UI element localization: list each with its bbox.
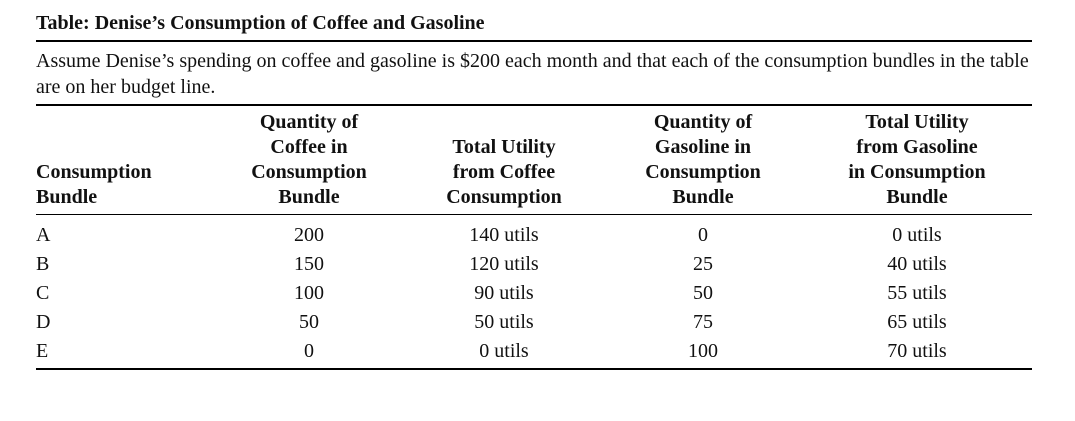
document: Table: Denise’s Consumption of Coffee an… (36, 10, 1032, 370)
table-title: Table: Denise’s Consumption of Coffee an… (36, 10, 1032, 42)
cell-gasoline-utility: 40 utils (887, 253, 947, 275)
cell-gasoline-quantity: 0 (698, 224, 708, 246)
header-gasoline-utility: Total Utility from Gasoline in Consumpti… (802, 106, 1032, 215)
header-coffee-quantity: Quantity of Coffee in Consumption Bundle (214, 106, 404, 215)
cell-coffee-quantity: 200 (294, 224, 324, 246)
cell-gasoline-utility: 0 utils (892, 224, 942, 246)
cell-coffee-quantity: 50 (299, 311, 319, 333)
header-coffee-utility: Total Utility from Coffee Consumption (404, 106, 604, 215)
cell-coffee-quantity: 150 (294, 253, 324, 275)
cell-coffee-utility: 140 utils (469, 224, 539, 246)
cell-gasoline-quantity: 100 (604, 337, 802, 370)
cell-coffee-utility: 90 utils (474, 282, 534, 304)
cell-bundle: B (36, 253, 50, 275)
cell-coffee-utility: 50 utils (474, 311, 534, 333)
cell-gasoline-quantity: 25 (693, 253, 713, 275)
table-row: A 200 140 utils 0 0 utils (36, 215, 1032, 251)
consumption-table: Consumption Bundle Quantity of Coffee in… (36, 106, 1032, 370)
cell-bundle: D (36, 311, 51, 333)
cell-gasoline-quantity: 75 (693, 311, 713, 333)
header-gasoline-quantity: Quantity of Gasoline in Consumption Bund… (604, 106, 802, 215)
table-row: C 100 90 utils 50 55 utils (36, 279, 1032, 308)
cell-gasoline-utility: 65 utils (887, 311, 947, 333)
cell-bundle: E (36, 337, 214, 370)
table-row: B 150 120 utils 25 40 utils (36, 250, 1032, 279)
cell-bundle: A (36, 224, 51, 246)
cell-coffee-quantity: 100 (294, 282, 324, 304)
header-row: Consumption Bundle Quantity of Coffee in… (36, 106, 1032, 215)
cell-coffee-quantity: 0 (214, 337, 404, 370)
cell-bundle: C (36, 282, 50, 304)
table-note: Assume Denise’s spending on coffee and g… (36, 48, 1032, 106)
cell-gasoline-utility: 70 utils (802, 337, 1032, 370)
cell-coffee-utility: 0 utils (404, 337, 604, 370)
table-row: E 0 0 utils 100 70 utils (36, 337, 1032, 370)
cell-gasoline-utility: 55 utils (887, 282, 947, 304)
header-consumption-bundle: Consumption Bundle (36, 106, 214, 215)
cell-coffee-utility: 120 utils (469, 253, 539, 275)
cell-gasoline-quantity: 50 (693, 282, 713, 304)
table-row: D 50 50 utils 75 65 utils (36, 308, 1032, 337)
